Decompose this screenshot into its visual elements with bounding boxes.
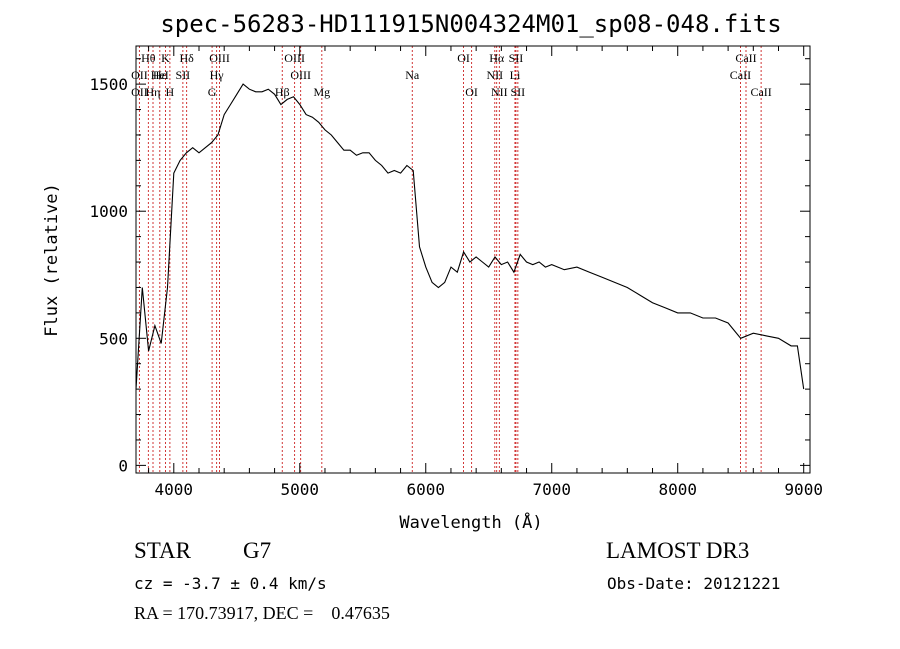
x-tick-label: 9000 [784,480,823,499]
line-marker-label: OI [465,85,478,99]
line-marker-label: Hβ [275,85,290,99]
line-marker-label: G [208,85,217,99]
survey-name: LAMOST DR3 [606,538,750,563]
line-marker-label: Na [405,68,420,82]
line-marker-label: OIII [284,51,305,65]
y-axis-label: Flux (relative) [42,183,62,337]
x-tick-label: 6000 [406,480,445,499]
x-tick-label: 4000 [155,480,194,499]
line-marker-label: Hη [146,85,161,99]
x-tick-label: 7000 [532,480,571,499]
line-marker-label: SII [511,85,526,99]
line-marker-label: HeI [151,68,169,82]
line-marker-label: K [161,51,170,65]
x-tick-label: 8000 [658,480,697,499]
line-marker-label: CaII [730,68,751,82]
plot-frame [135,45,811,474]
line-marker-label: OIII [290,68,311,82]
line-marker-label: NII [491,85,508,99]
object-class: STAR [134,538,191,563]
chart-title: spec-56283-HD111915N004324M01_sp08-048.f… [160,10,781,38]
y-tick-label: 1500 [89,75,128,94]
line-marker-label: Hγ [210,68,225,82]
emission-line-markers [138,46,762,473]
line-marker-label: SII [509,51,524,65]
y-tick-label: 500 [99,329,128,348]
line-marker-label: Li [510,68,521,82]
line-marker-label: CaII [750,85,771,99]
line-marker-label: Hθ [141,51,156,65]
line-marker-label: Mg [313,85,330,99]
object-subclass: G7 [243,538,272,563]
redshift-value: cz = -3.7 ± 0.4 km/s [134,574,327,593]
y-tick-label: 0 [118,456,128,475]
line-marker-label: Hε [153,68,167,82]
observation-date: Obs-Date: 20121221 [607,574,781,593]
line-marker-label: SII [176,68,191,82]
line-marker-label: OII [131,85,148,99]
line-marker-label: NII [486,68,503,82]
line-marker-label: CaII [735,51,756,65]
spectrum-series-line [135,83,805,390]
line-marker-label: H [166,85,175,99]
line-marker-label: OIII [209,51,230,65]
x-tick-label: 5000 [281,480,320,499]
x-axis-label: Wavelength (Å) [399,511,542,533]
line-marker-label: Hδ [179,51,194,65]
line-marker-label: OII [131,68,148,82]
line-marker-label: Hα [489,51,505,65]
coordinates: RA = 170.73917, DEC = 0.47635 [134,603,390,623]
line-marker-label: OI [457,51,470,65]
axis-ticks: 4000 5000 6000 7000 8000 9000 0 500 1000 1500 [89,46,823,499]
y-tick-label: 1000 [89,202,128,221]
